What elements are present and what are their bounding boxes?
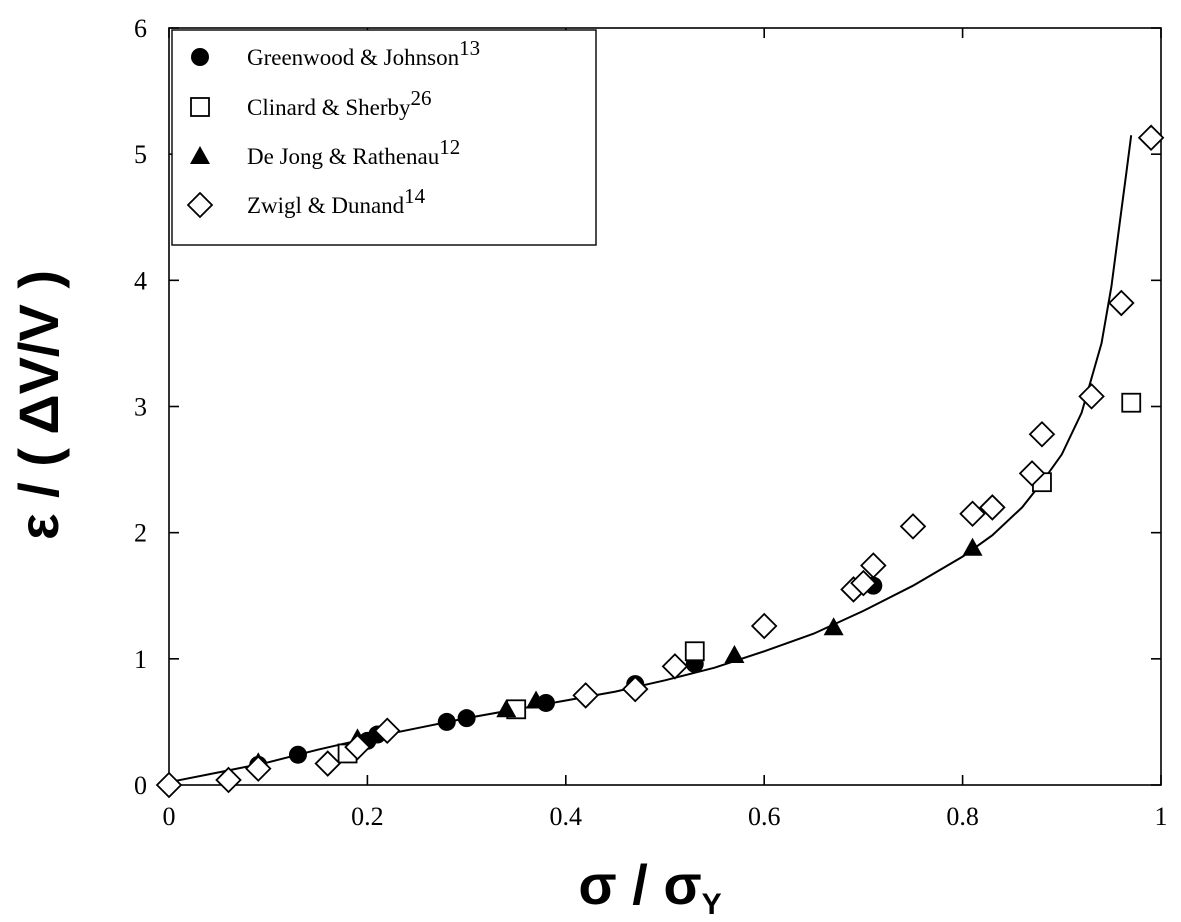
legend-series-name: De Jong & Rathenau [247,144,440,169]
data-point [155,771,183,799]
y-axis-title: ε / ( ΔV/V ) [7,270,70,540]
data-point [899,513,927,540]
x-tick-label: 0 [163,802,176,831]
data-point [437,712,456,731]
legend-box [171,29,597,246]
data-point [1028,420,1056,448]
legend-markers [186,48,214,219]
data-point [314,750,341,777]
data-point [373,717,401,745]
legend-label: Greenwood & Johnson13 [247,36,480,70]
legend-ref-superscript: 26 [411,86,432,110]
legend-marker [190,97,210,117]
legend-ref-superscript: 13 [459,36,480,60]
data-point [661,653,689,680]
legend-ref-superscript: 12 [439,135,460,159]
x-axis-title-main: σ / σ [578,853,701,916]
y-tick-label: 4 [134,266,147,295]
x-tick-labels: 0 0.2 0.4 0.6 0.8 1 [163,802,1168,831]
legend-label: Zwigl & Dunand14 [247,184,426,218]
data-point [621,675,649,703]
data-point [979,494,1006,521]
legend-series-name: Zwigl & Dunand [247,193,405,218]
data-point [823,617,844,636]
data-point [860,552,887,579]
data-point [1018,460,1046,487]
legend-marker [191,48,209,66]
x-tick-label: 0.6 [748,802,781,831]
data-point [1078,383,1105,410]
y-tick-label: 6 [134,14,147,43]
y-tick-labels: 0 1 2 3 4 5 6 [134,14,147,800]
data-point [215,766,242,794]
data-point [1137,124,1165,152]
data-point [496,699,517,718]
data-points [155,124,1165,799]
x-tick-label: 0.4 [550,802,583,831]
legend-marker [186,191,214,219]
y-tick-label: 0 [134,771,147,800]
data-point [245,755,272,782]
legend-series-name: Greenwood & Johnson [247,45,460,70]
data-point [750,612,778,640]
x-tick-label: 0.8 [946,802,979,831]
legend-items: Greenwood & Johnson13 Clinard & Sherby26 D… [247,36,480,218]
legend-marker [190,146,210,164]
x-axis-title-subscript: Y [702,888,722,921]
data-point [850,569,877,597]
legend: Greenwood & Johnson13 Clinard & Sherby26 D… [171,29,597,246]
data-point [1121,392,1142,413]
data-point [344,733,371,761]
x-tick-label: 0.2 [351,802,384,831]
legend-ref-superscript: 14 [404,184,426,208]
y-tick-label: 5 [134,140,147,169]
data-point [684,641,705,662]
x-axis-title: σ / σY [578,853,721,921]
data-point [962,537,983,556]
data-point [1108,289,1135,317]
data-point [457,709,476,728]
legend-label: De Jong & Rathenau12 [247,135,460,169]
y-tick-label: 2 [134,519,147,548]
data-point [572,682,599,709]
y-tick-label: 1 [134,645,147,674]
data-point [959,500,986,528]
y-tick-label: 3 [134,393,147,422]
data-point [526,690,547,709]
legend-series-name: Clinard & Sherby [247,95,411,120]
data-point [724,645,745,664]
x-tick-label: 1 [1155,802,1168,831]
legend-label: Clinard & Sherby26 [247,86,432,120]
data-point [288,745,307,764]
